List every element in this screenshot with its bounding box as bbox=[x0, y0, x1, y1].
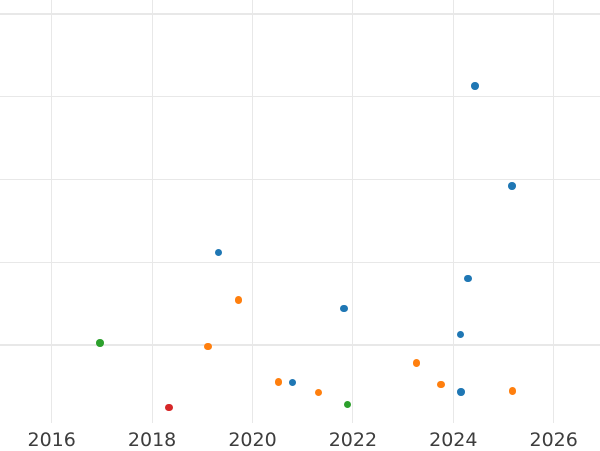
scatter-point-orange bbox=[412, 359, 421, 367]
scatter-point-green bbox=[343, 400, 352, 409]
scatter-point-orange bbox=[274, 378, 283, 386]
vertical-gridline bbox=[151, 0, 153, 423]
scatter-point-blue bbox=[471, 82, 479, 90]
horizontal-gridline bbox=[0, 344, 600, 346]
scatter-point-blue bbox=[457, 388, 465, 396]
horizontal-gridline bbox=[0, 261, 600, 263]
scatter-point-red bbox=[165, 403, 173, 412]
horizontal-gridline bbox=[0, 96, 600, 98]
x-axis-tick-label: 2018 bbox=[127, 429, 177, 451]
x-axis-tick-label: 2020 bbox=[228, 429, 277, 451]
vertical-gridline bbox=[452, 0, 454, 423]
scatter-point-orange bbox=[204, 342, 212, 351]
vertical-gridline bbox=[51, 0, 53, 423]
scatter-point-blue bbox=[508, 182, 516, 190]
scatter-point-blue bbox=[288, 378, 297, 387]
scatter-point-orange bbox=[508, 387, 517, 395]
vertical-gridline bbox=[352, 0, 354, 423]
vertical-gridline bbox=[251, 0, 254, 423]
x-axis-tick-label: 2016 bbox=[27, 429, 76, 451]
x-axis-tick-label: 2024 bbox=[429, 429, 478, 451]
scatter-point-orange bbox=[234, 296, 243, 304]
scatter-point-green bbox=[96, 339, 104, 347]
scatter-point-blue bbox=[464, 274, 472, 283]
vertical-gridline bbox=[553, 0, 555, 423]
scatter-point-orange bbox=[437, 380, 445, 389]
scatter-point-orange bbox=[314, 388, 323, 397]
horizontal-gridline bbox=[0, 178, 600, 181]
x-axis-tick-label: 2022 bbox=[328, 429, 378, 451]
scatter-point-blue bbox=[456, 330, 465, 339]
horizontal-gridline bbox=[0, 13, 600, 15]
x-axis-tick-label: 2026 bbox=[529, 429, 578, 451]
scatter-point-blue bbox=[214, 248, 223, 257]
scatter-point-blue bbox=[340, 304, 348, 313]
